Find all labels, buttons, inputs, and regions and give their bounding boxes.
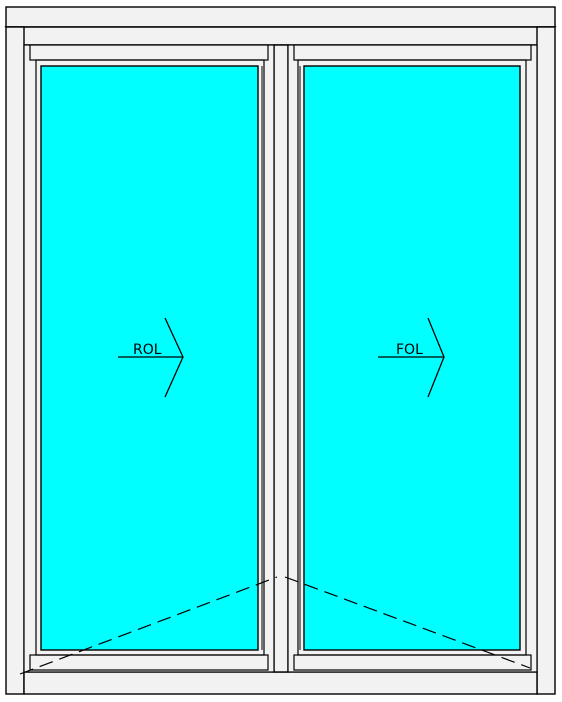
right-sash: [287, 44, 538, 673]
tilt-lines: [19, 576, 531, 675]
frame-head: [5, 6, 556, 28]
left-sash: [23, 44, 275, 673]
right-tilt-line: [284, 576, 531, 669]
left-tilt-line: [19, 576, 278, 675]
frame-head-bevel: [4, 26, 557, 46]
left-sash-top-rail: [29, 44, 269, 61]
right-glass-pane: [303, 65, 521, 651]
right-sash-top-rail: [293, 44, 532, 61]
right-arrow-head: [427, 317, 445, 398]
right-sash-label: FOL: [396, 342, 423, 358]
left-glass-pane: [40, 65, 259, 651]
left-arrow-head: [164, 317, 184, 398]
right-sash-bead: [297, 59, 527, 656]
left-sash-bead: [35, 59, 265, 656]
frame-right-jamb: [536, 26, 556, 695]
frame-sill: [23, 671, 538, 695]
frame-left-jamb: [5, 26, 25, 695]
right-sash-bottom-rail: [293, 654, 532, 671]
right-opening-arrow: [378, 317, 445, 398]
left-opening-arrow: [118, 317, 184, 398]
left-sash-label: ROL: [133, 342, 162, 358]
